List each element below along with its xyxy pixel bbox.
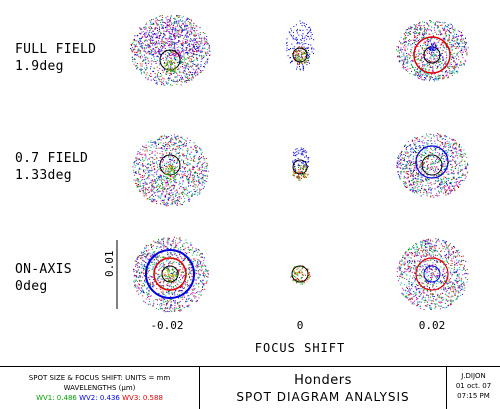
- x-tick: 0: [270, 319, 330, 332]
- x-tick: -0.02: [137, 319, 197, 332]
- title-cell: Honders SPOT DIAGRAM ANALYSIS: [200, 367, 447, 409]
- x-tick: 0.02: [402, 319, 462, 332]
- units-line: SPOT SIZE & FOCUS SHIFT: UNITS = mm: [0, 373, 199, 383]
- wavelengths-label: WAVELENGTHS (µm): [0, 383, 199, 393]
- row-label-07-field: 0.7 FIELD 1.33deg: [15, 150, 88, 184]
- row-angle: 1.9deg: [15, 59, 64, 74]
- row-field: FULL FIELD: [15, 42, 96, 57]
- x-axis-label: FOCUS SHIFT: [0, 341, 500, 355]
- time: 07:15 PM: [447, 391, 500, 401]
- row-field: ON-AXIS: [15, 262, 72, 277]
- date: 01 oct. 07: [447, 381, 500, 391]
- design-title: Honders: [200, 367, 446, 388]
- row-label-full-field: FULL FIELD 1.9deg: [15, 41, 96, 75]
- title-block: SPOT SIZE & FOCUS SHIFT: UNITS = mm WAVE…: [0, 366, 500, 409]
- author: J.DIJON: [447, 371, 500, 381]
- wavelength-values: WV1: 0.486 WV2: 0.436 WV3: 0.588: [0, 393, 199, 403]
- author-cell: J.DIJON 01 oct. 07 07:15 PM: [447, 367, 500, 409]
- row-label-on-axis: ON-AXIS 0deg: [15, 261, 72, 295]
- row-angle: 0deg: [15, 279, 48, 294]
- wavelength-3: WV3: 0.588: [122, 394, 163, 402]
- wavelength-2: WV2: 0.436: [79, 394, 120, 402]
- units-cell: SPOT SIZE & FOCUS SHIFT: UNITS = mm WAVE…: [0, 367, 200, 409]
- row-angle: 1.33deg: [15, 168, 72, 183]
- row-field: 0.7 FIELD: [15, 151, 88, 166]
- scale-bar-label: 0.01: [103, 251, 116, 278]
- wavelength-1: WV1: 0.486: [36, 394, 77, 402]
- analysis-title: SPOT DIAGRAM ANALYSIS: [200, 388, 446, 404]
